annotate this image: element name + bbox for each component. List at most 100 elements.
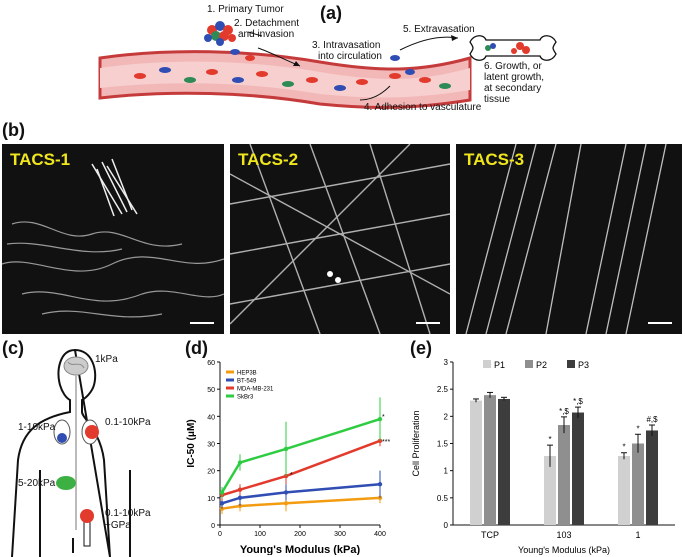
bar-P2	[484, 395, 496, 525]
significance-marker: *,$	[573, 397, 583, 406]
step-6a-label: 6. Growth, or	[484, 61, 542, 72]
y-tick-label: 0	[211, 523, 215, 530]
significance-marker: *	[382, 414, 385, 421]
bone-stiffness-label-b: ~GPa	[105, 520, 131, 531]
significance-marker: *	[548, 435, 551, 444]
bone-icon	[469, 35, 557, 61]
y-axis-label: IC-50 (μM)	[186, 419, 197, 467]
scale-bar	[416, 322, 440, 324]
step-2a-label: 2. Detachment	[234, 18, 300, 29]
y-tick-label: 10	[207, 496, 215, 503]
y-tick-label: 2	[444, 412, 449, 421]
data-point	[237, 495, 243, 501]
bar-P2	[558, 425, 570, 525]
bar-P3	[572, 412, 584, 525]
blood-vessel-inner	[100, 61, 470, 98]
legend-label: P1	[494, 360, 505, 370]
step-4-label: 4. Adhesion to vasculature	[364, 102, 482, 113]
step-6c-label: at secondary	[484, 83, 542, 94]
data-point	[283, 446, 289, 452]
data-point	[219, 506, 225, 511]
legend-swatch	[525, 360, 533, 368]
brain-icon	[63, 356, 89, 376]
data-point	[283, 501, 289, 506]
category-label: 103	[556, 530, 571, 540]
y-tick-label: 40	[207, 414, 215, 421]
scale-bar	[648, 322, 672, 324]
step-1-label: 1. Primary Tumor	[207, 4, 284, 15]
primary-tumor	[204, 21, 236, 46]
circulating-cells	[134, 49, 451, 91]
legend-swatch	[567, 360, 575, 368]
significance-marker: *	[636, 424, 639, 433]
category-label: TCP	[481, 530, 499, 540]
x-tick-label: 0	[218, 531, 222, 538]
significance-marker: #,$	[646, 415, 658, 424]
y-tick-label: 3	[444, 358, 449, 367]
series-line-HEP3B	[221, 496, 381, 510]
micrograph-tacs-1: TACS-1	[2, 144, 224, 334]
significance-marker: ***	[382, 439, 390, 446]
scale-bar	[190, 322, 214, 324]
tacs-2-label: TACS-2	[238, 150, 299, 169]
x-tick-label: 400	[374, 531, 386, 538]
bar-P3	[498, 398, 510, 525]
micrograph-tacs-2: TACS-2	[230, 144, 450, 334]
series-line-MDA-MB-231	[221, 439, 381, 497]
data-point	[237, 460, 243, 465]
y-tick-label: 60	[207, 360, 215, 367]
ic50-line-chart: 0 10 20 30 40 50 60 0 100 200 300 400 Young's Modulu…	[186, 360, 390, 555]
significance-marker: *	[622, 443, 625, 452]
y-axis-label: Cell Proliferation	[411, 410, 421, 476]
y-tick-label: 0	[444, 521, 449, 530]
legend-label: HEP3B	[237, 371, 257, 377]
lung-stiffness-label: 1-10kPa	[18, 422, 56, 433]
legend-swatch	[483, 360, 491, 368]
x-axis-label: Young's Modulus (kPa)	[518, 545, 610, 555]
legend-label: SkBr3	[237, 395, 254, 401]
bar-P1	[470, 400, 482, 525]
step-2b-label: and invasion	[238, 29, 295, 40]
body-diagram	[11, 348, 131, 557]
bar-P2	[632, 443, 644, 525]
x-axis-label: Young's Modulus (kPa)	[240, 544, 361, 555]
panel-a-letter: (a)	[320, 3, 342, 23]
liver-icon	[56, 476, 76, 490]
series-line-BT-549	[221, 483, 381, 505]
step-3b-label: into circulation	[318, 51, 382, 62]
bar-P1	[618, 455, 630, 525]
tacs-3-label: TACS-3	[464, 150, 525, 169]
data-point	[219, 501, 225, 506]
category-label: 1	[635, 530, 640, 540]
y-tick-label: 2.5	[437, 385, 449, 394]
proliferation-bar-chart: 0 0.5 1 1.5 2 2.5 3 Cell Proliferation Young's M…	[411, 358, 675, 555]
step-3a-label: 3. Intravasation	[312, 40, 381, 51]
body-outline	[11, 348, 111, 557]
panel-d-letter: (d)	[185, 338, 208, 358]
bone-stiffness-label-a: 0.1-10kPa	[105, 508, 151, 519]
series-line-SkBr3	[220, 417, 381, 494]
step-6d-label: tissue	[484, 94, 511, 105]
breast-icon	[85, 425, 99, 439]
panel-c-letter: (c)	[2, 338, 24, 358]
legend-label: P2	[536, 360, 547, 370]
x-tick-label: 300	[334, 531, 346, 538]
y-tick-label: 50	[207, 387, 215, 394]
brain-stiffness-label: 1kPa	[95, 354, 118, 365]
y-tick-label: 0.5	[437, 494, 449, 503]
bar-P3	[646, 430, 658, 525]
significance-marker: *	[290, 472, 293, 479]
data-point	[377, 438, 383, 443]
legend-label: P3	[578, 360, 589, 370]
y-tick-label: 20	[207, 469, 215, 476]
data-point	[237, 487, 243, 492]
liver-stiffness-label: 5-20kPa	[18, 478, 56, 489]
data-point	[377, 482, 383, 487]
y-tick-label: 30	[207, 442, 215, 449]
bone-icon	[80, 509, 94, 547]
y-tick-label: 1.5	[437, 440, 449, 449]
data-point	[219, 490, 225, 495]
legend-label: BT-549	[237, 379, 257, 385]
micrograph-tacs-3: TACS-3	[456, 144, 682, 334]
data-point	[377, 416, 383, 422]
